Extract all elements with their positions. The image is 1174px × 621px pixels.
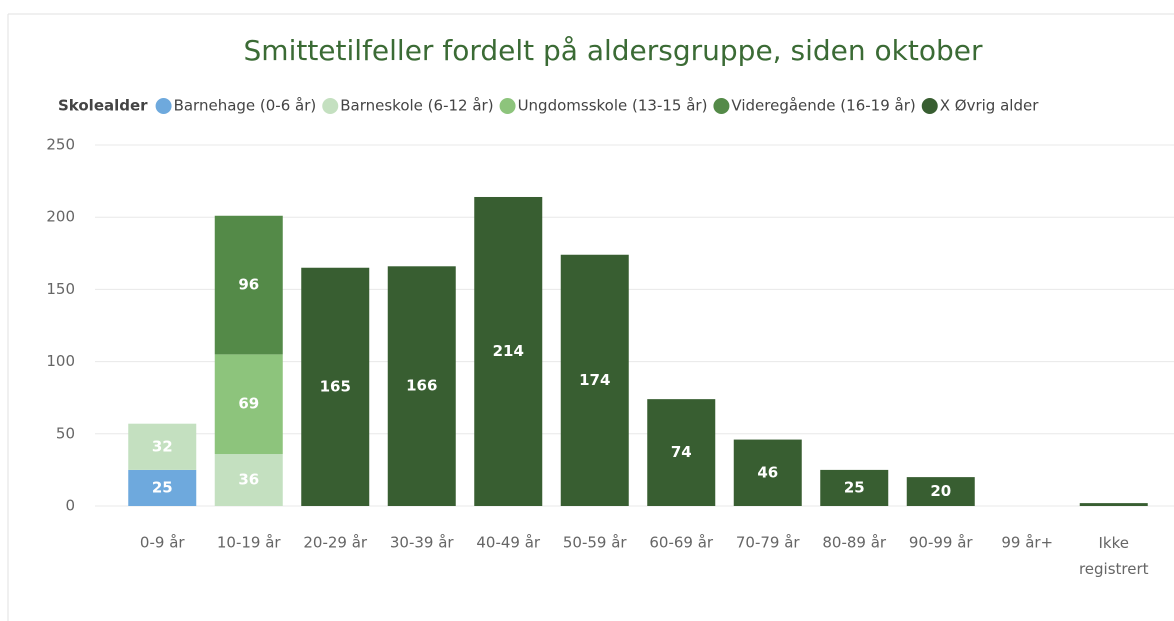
bar-segment [214, 215, 283, 355]
bar-segment [733, 439, 802, 506]
value-label: 32 [152, 437, 173, 455]
chart-title: Smittetilfeller fordelt på aldersgruppe,… [244, 34, 983, 67]
y-tick-label: 150 [46, 280, 75, 298]
legend-swatch [322, 98, 339, 114]
value-label: 214 [493, 342, 524, 360]
bar-segment [128, 469, 197, 506]
value-label: 96 [238, 276, 259, 294]
bar-segment [906, 477, 975, 506]
value-label: 74 [671, 443, 692, 461]
x-tick-label: 99 år+ [1001, 534, 1053, 552]
x-tick-label: 60-69 år [649, 534, 714, 552]
legend-label: X Øvrig alder [940, 97, 1039, 115]
y-tick-label: 250 [46, 136, 75, 154]
legend-label: Videregående (16-19 år) [731, 97, 915, 115]
value-label: 36 [238, 471, 259, 489]
bar-segment [820, 469, 889, 506]
value-label: 20 [930, 482, 951, 500]
legend-label: Barnehage (0-6 år) [174, 97, 317, 115]
x-tick-label: 0-9 år [140, 534, 185, 552]
bar-segment [301, 267, 370, 506]
y-tick-label: 200 [46, 208, 75, 226]
x-tick-label: 40-49 år [476, 534, 541, 552]
bar-segment [647, 399, 716, 506]
bar-segment [560, 254, 629, 506]
legend-swatch [921, 98, 938, 114]
x-tick-label: 50-59 år [563, 534, 628, 552]
bar-segment [214, 454, 283, 506]
bar-segment [474, 196, 543, 506]
bar-segment [1079, 503, 1148, 506]
x-tick-label: 90-99 år [909, 534, 974, 552]
x-tick-label: Ikke registrert [1079, 534, 1149, 578]
y-tick-label: 100 [46, 352, 75, 370]
legend-label: Barneskole (6-12 år) [340, 97, 493, 115]
bar-segment [387, 266, 456, 506]
bar-segment [214, 354, 283, 455]
value-label: 166 [406, 377, 437, 395]
value-label: 174 [579, 371, 610, 389]
value-label: 69 [238, 395, 259, 413]
value-label: 165 [320, 377, 351, 395]
value-label: 46 [757, 463, 778, 481]
value-label: 25 [152, 478, 173, 496]
y-tick-label: 50 [56, 424, 75, 442]
y-tick-label: 0 [65, 497, 75, 515]
x-tick-label: 80-89 år [822, 534, 887, 552]
legend-title: Skolealder [58, 97, 148, 115]
legend-swatch [713, 98, 730, 114]
x-tick-label: 30-39 år [390, 534, 455, 552]
x-tick-label: 70-79 år [736, 534, 801, 552]
x-tick-label: 10-19 år [217, 534, 282, 552]
legend-swatch [499, 98, 516, 114]
bar-segment [128, 423, 197, 470]
x-tick-label: 20-29 år [303, 534, 368, 552]
legend-label: Ungdomsskole (13-15 år) [518, 97, 708, 115]
value-label: 25 [844, 478, 865, 496]
legend-swatch [155, 98, 172, 114]
